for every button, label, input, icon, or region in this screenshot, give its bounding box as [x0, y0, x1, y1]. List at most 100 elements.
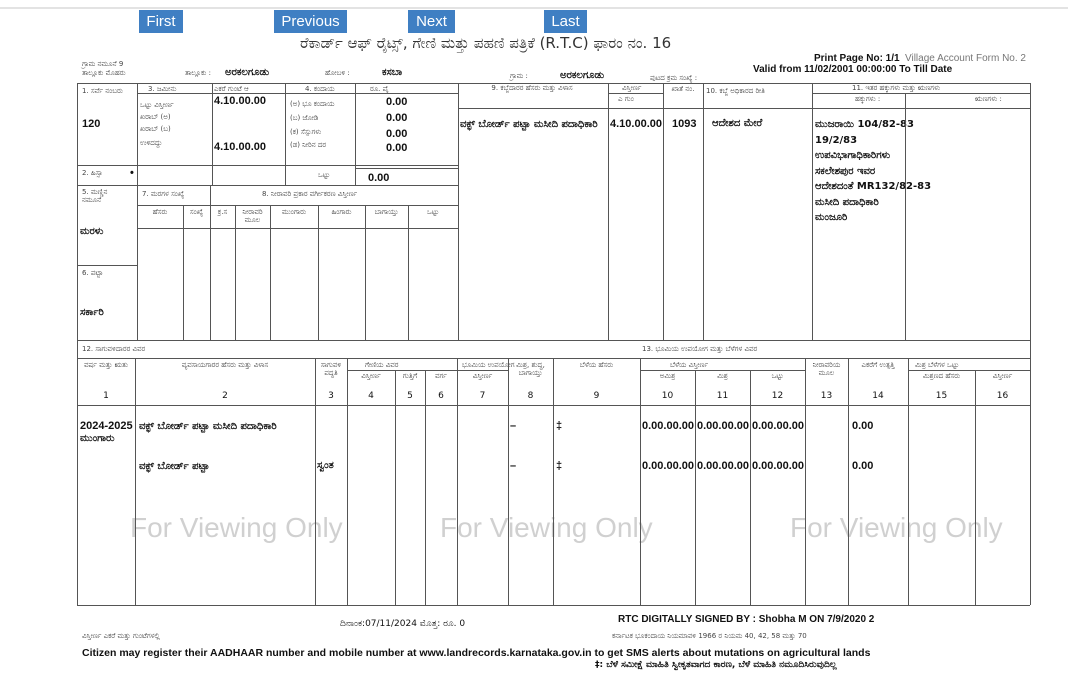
- grid-line: [1030, 83, 1031, 605]
- grid-line: [553, 358, 554, 605]
- owner-extent: 4.10.00.00: [610, 118, 662, 130]
- grid-line: [270, 205, 271, 340]
- hissa-value: •: [130, 167, 134, 179]
- hobli-value: ಕಸಬಾ: [382, 67, 403, 78]
- hobli-label: ಹೋಬಳಿ :: [325, 69, 350, 77]
- extent-units: ಎ ಗುಂ: [618, 95, 634, 103]
- column-number: 12: [771, 391, 784, 401]
- digital-signature: RTC DIGITALLY SIGNED BY : Shobha M ON 7/…: [618, 614, 875, 625]
- column-header: ವಿಸ್ತೀರ್ಣ: [992, 372, 1013, 380]
- village-label: ಗ್ರಾಮ :: [510, 72, 528, 80]
- grid-line: [663, 83, 664, 340]
- column-number: 8: [527, 391, 534, 401]
- form-number: Village Account Form No. 2: [905, 53, 1026, 64]
- column-number: 13: [820, 391, 833, 401]
- grid-line: [457, 358, 458, 605]
- print-page-no: Print Page No: 1/1: [814, 53, 900, 64]
- column-header: ಮಿಶ್ರ: [717, 372, 728, 380]
- irrigation-header: 8. ನೀರಾವರಿ ಪ್ರಕಾರ ವರ್ಗೀಕರಣ ವಿಸ್ತೀರ್ಣ: [262, 190, 358, 198]
- survey-label: 1. ಸರ್ವೆ ನಂಬರು: [82, 87, 123, 95]
- grid-line: [408, 205, 409, 340]
- taluk-label: ತಾಲ್ಲೂಕು :: [185, 69, 211, 77]
- column-header: ಬೆಳೆಯ ಹೆಸರು: [579, 361, 614, 369]
- column-header: ಮಿಶ್ರಣದ ಹೆಸರು: [922, 372, 961, 380]
- tax-value: 0.00: [386, 128, 408, 140]
- tenancy-group: ಗೇಣಿಯ ವಿವರ: [365, 361, 399, 369]
- column-number: 3: [328, 391, 334, 401]
- citizen-notice: Citizen may register their AADHAAR numbe…: [82, 647, 871, 659]
- revenue-units: ರೂ. ಪೈ: [370, 85, 389, 93]
- village-form-label: ಗ್ರಾಮ ನಮೂನೆ 9: [82, 60, 124, 68]
- grid-line: [77, 165, 458, 166]
- area-row: ಉಳಿದದ್ದು: [140, 139, 163, 147]
- patta-value: ಸರ್ಕಾರಿ: [80, 307, 104, 318]
- grid-line: [908, 370, 1030, 371]
- grid-line: [425, 370, 426, 605]
- taluk-value: ಅರಕಲಗೂಡು: [225, 67, 270, 78]
- top-divider: [0, 7, 1068, 9]
- irrigation-subheader: ನೀರಾವರಿ ಮೂಲ: [242, 208, 263, 224]
- grid-line: [137, 205, 458, 206]
- land-header: 3. ಜಮೀನು: [148, 85, 177, 93]
- grid-line: [212, 83, 213, 185]
- column-header: ಎಕರೆಗೆ ಉತ್ಪತ್ತಿ: [861, 361, 895, 369]
- grid-line: [608, 83, 609, 340]
- rights-header: 11. ಇತರ ಹಕ್ಕುಗಳು ಮತ್ತು ಋಣಗಳು: [852, 84, 941, 92]
- next-button[interactable]: Next: [408, 10, 455, 33]
- grid-line: [235, 205, 236, 340]
- cell-dash: –: [510, 460, 517, 472]
- column-header: ಸಾಗುವಳಿ ಪದ್ಧತಿ: [320, 361, 342, 377]
- tenure-header: 10. ಕಬ್ಜೆ ಅಧಿಕಾರದ ರೀತಿ: [706, 87, 765, 95]
- column-header: ಮಿಶ್ರ, ಶುದ್ಧ, ಬಾಗಾಯ್ತು: [516, 361, 545, 377]
- grid-line: [210, 185, 211, 205]
- column-header: ವರ್ಷ ಮತ್ತು ಋತು: [84, 361, 128, 369]
- tax-total-value: 0.00: [368, 172, 390, 184]
- cell-crop: ‡: [556, 420, 563, 432]
- last-button[interactable]: Last: [544, 10, 587, 33]
- act-note: ಕರ್ನಾಟಕ ಭೂಕಂದಾಯ ನಿಯಮಾವಳಿ 1966 ರ ನಿಯಮ 40,…: [612, 632, 807, 640]
- cell-c12: 0.00.00.00: [752, 420, 804, 432]
- grid-line: [77, 605, 1030, 606]
- rights-list: ಮುಜರಾಯಿ 104/82-83 19/2/83 ಉಪವಿಭಾಗಾಧಿಕಾರಿಗಳ…: [815, 117, 931, 226]
- tax-value: 0.00: [386, 96, 408, 108]
- rights-line: ಮುಜರಾಯಿ 104/82-83: [815, 119, 914, 130]
- grid-line: [355, 83, 356, 185]
- grid-line: [608, 93, 663, 94]
- mixed-crop-group: ಮಿಶ್ರ ಬೆಳೆಗಳ ಒಟ್ಟು: [915, 361, 960, 369]
- grid-line: [905, 93, 906, 340]
- grid-line: [137, 228, 458, 229]
- first-button[interactable]: First: [139, 10, 183, 33]
- grid-line: [137, 93, 458, 94]
- grid-line: [285, 83, 286, 185]
- grid-line: [135, 358, 136, 605]
- grid-line: [812, 83, 813, 340]
- rights-line: 19/2/83: [815, 134, 858, 146]
- khata-header: ಖಾತೆ ನಂ.: [671, 85, 695, 93]
- tax-value: 0.00: [386, 142, 408, 154]
- area-row: ಒಟ್ಟು ವಿಸ್ತೀರ್ಣ: [140, 101, 174, 109]
- grid-line: [975, 370, 976, 605]
- land-use-section-title: 13. ಭೂಮಿಯ ಉಪಯೋಗ ಮತ್ತು ಬೆಳೆಗಳ ವಿವರ: [642, 345, 758, 353]
- irrigation-subheader: ಬಾಗಾಯ್ತು: [374, 208, 399, 216]
- cell-c11: 0.00.00.00: [697, 420, 749, 432]
- rights-line: ಮಂಜೂರಿ: [815, 212, 848, 223]
- taluk-seal-label: ತಾಲ್ಲೂಕು ಮೊಹರು: [82, 69, 126, 77]
- liabilities-subheader: ಋಣಗಳು :: [975, 95, 1002, 103]
- previous-button[interactable]: Previous: [274, 10, 347, 33]
- revenue-header: 4. ಕಂದಾಯ: [305, 85, 335, 93]
- grid-line: [210, 205, 211, 340]
- grid-line: [347, 358, 348, 605]
- grid-line: [137, 83, 138, 340]
- crop-survey-note: ‡: ಬೆಳೆ ಸಮೀಕ್ಷೆ ಮಾಹಿತಿ ಸ್ವೀಕೃತವಾಗದ ಕಾರಣ,…: [595, 660, 837, 670]
- grid-line: [355, 168, 458, 169]
- cell-c11: 0.00.00.00: [697, 460, 749, 472]
- tax-value: 0.00: [386, 112, 408, 124]
- patta-label: 6. ಪಟ್ಟಾ: [82, 269, 103, 277]
- soil-label: 5. ಮಣ್ಣಿನ ನಮೂನೆ: [82, 188, 108, 204]
- grid-line: [315, 358, 316, 605]
- grid-line: [77, 265, 137, 266]
- grid-line: [703, 83, 704, 340]
- cultivator-section-title: 12. ಸಾಗುವಳಿದಾರರ ವಿವರ: [82, 345, 146, 353]
- tenure-value: ಆದೇಶದ ಮೇರೆ: [712, 118, 763, 129]
- cell-c10: 0.00.00.00: [642, 460, 694, 472]
